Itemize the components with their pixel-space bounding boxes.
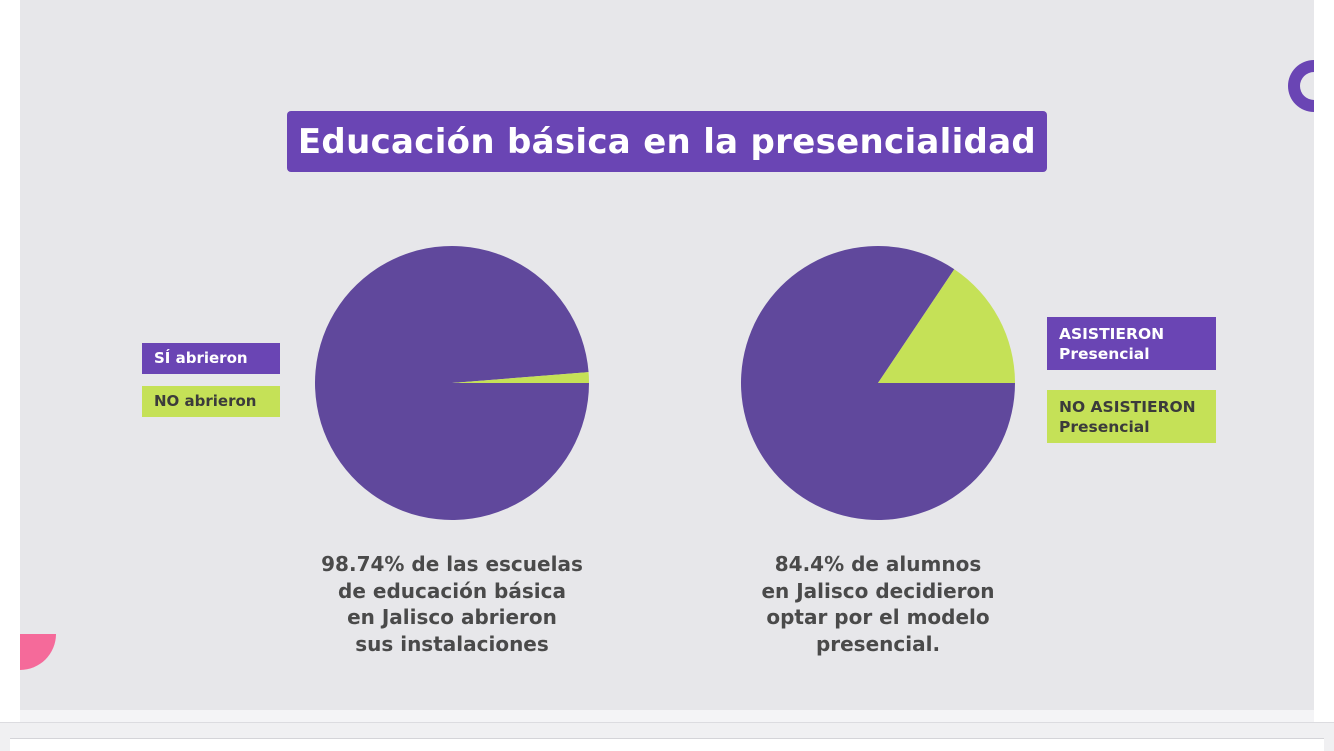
legend-label-line1: NO ASISTIERON	[1059, 397, 1196, 416]
caption-line: 98.74% de las escuelas	[321, 552, 583, 576]
pie-chart-students	[741, 245, 1015, 520]
pie-slice-main	[741, 245, 1015, 520]
decorative-ring-icon	[1288, 60, 1314, 112]
pie-slice-minor	[452, 372, 589, 383]
page-title: Educación básica en la presencialidad	[297, 121, 1037, 162]
legend-label-line1: ASISTIERON	[1059, 324, 1165, 343]
slide: Educación básica en la presencialidad SÍ…	[20, 0, 1314, 710]
legend-si-abrieron: SÍ abrieron	[142, 343, 280, 374]
legend-asistieron: ASISTIERON Presencial	[1047, 317, 1216, 370]
caption-students: 84.4% de alumnos en Jalisco decidieron o…	[717, 551, 1039, 657]
caption-schools: 98.74% de las escuelas de educación bási…	[290, 551, 614, 657]
next-card-edge	[10, 738, 1324, 751]
left-frame	[0, 0, 20, 722]
caption-line: en Jalisco abrieron	[347, 605, 557, 629]
legend-no-abrieron: NO abrieron	[142, 386, 280, 417]
right-frame	[1314, 0, 1334, 722]
page-title-banner: Educación básica en la presencialidad	[287, 111, 1047, 172]
pie-slice-main	[314, 245, 589, 520]
legend-no-asistieron: NO ASISTIERON Presencial	[1047, 390, 1216, 443]
pie-slice-minor	[878, 269, 1015, 383]
pie-chart-schools	[314, 245, 589, 520]
caption-line: 84.4% de alumnos	[774, 552, 982, 576]
legend-label-line2: Presencial	[1059, 417, 1150, 436]
caption-line: de educación básica	[338, 578, 566, 603]
legend-label-line2: Presencial	[1059, 344, 1150, 363]
legend-label: SÍ abrieron	[154, 349, 248, 367]
legend-label: NO abrieron	[154, 392, 257, 410]
caption-line: sus instalaciones	[355, 631, 549, 656]
decorative-pink-shape-icon	[20, 634, 56, 670]
caption-line: optar por el modelo	[766, 605, 990, 629]
caption-line: presencial.	[815, 631, 941, 656]
caption-line: en Jalisco decidieron	[761, 578, 995, 603]
